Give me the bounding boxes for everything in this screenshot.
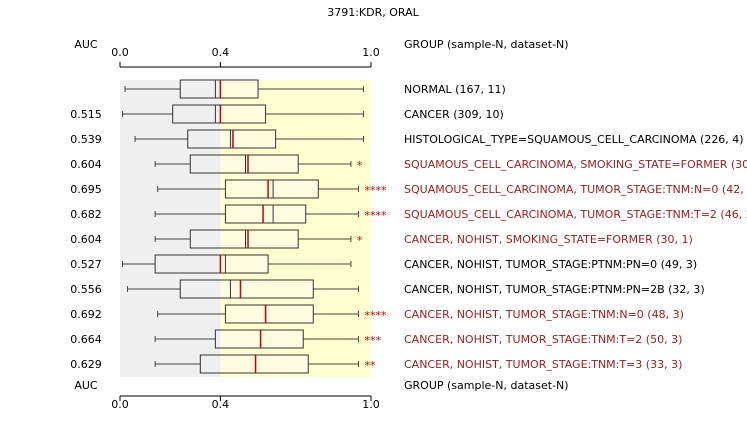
box-fill-low-11 (200, 355, 221, 373)
x-tick-label-bottom-2: 1.0 (362, 398, 380, 411)
group-header-top: GROUP (sample-N, dataset-N) (404, 38, 569, 51)
row-6: * 0.604 CANCER, NOHIST, SMOKING_STATE=FORM… (70, 229, 693, 249)
auc-value-4: 0.695 (70, 183, 102, 196)
auc-value-1: 0.515 (70, 108, 102, 121)
box-fill-low-3 (190, 155, 221, 173)
box-fill-high-4 (225, 180, 319, 198)
box-fill-high-5 (225, 205, 306, 223)
x-tick-label-top-1: 0.4 (212, 46, 230, 59)
row-10: *** 0.664 CANCER, NOHIST, TUMOR_STAGE:TNM:… (70, 329, 682, 349)
row-5: **** 0.682 SQUAMOUS_CELL_CARCINOMA, TUMOR_… (70, 204, 747, 224)
row-11: ** 0.629 CANCER, NOHIST, TUMOR_STAGE:TNM:T… (70, 354, 682, 374)
box-fill-high-0 (220, 80, 259, 98)
chart-title: 3791:KDR, ORAL (327, 6, 419, 19)
row-2: 0.539 HISTOLOGICAL_TYPE=SQUAMOUS_CELL_CAR… (70, 129, 744, 149)
band-low (120, 80, 221, 377)
box-5 (224, 204, 307, 224)
row-1: 0.515 CANCER (309, 10) (70, 104, 504, 124)
box-fill-high-1 (220, 105, 266, 123)
box-fill-high-7 (220, 255, 269, 273)
group-header-bottom: GROUP (sample-N, dataset-N) (404, 379, 569, 392)
group-label-6: CANCER, NOHIST, SMOKING_STATE=FORMER (30… (404, 233, 693, 246)
auc-value-8: 0.556 (70, 283, 102, 296)
group-label-11: CANCER, NOHIST, TUMOR_STAGE:TNM:T=3 (33,… (404, 358, 682, 371)
auc-header-bottom: AUC (74, 379, 98, 392)
auc-value-9: 0.692 (70, 308, 102, 321)
rows: NORMAL (167, 11)0.515 CANCER (309, 10)0.5… (70, 79, 747, 374)
significance-stars-4: **** (364, 184, 387, 197)
auc-value-11: 0.629 (70, 358, 102, 371)
group-label-0: NORMAL (167, 11) (404, 83, 506, 96)
auc-value-10: 0.664 (70, 333, 102, 346)
significance-stars-11: ** (364, 359, 376, 372)
group-label-3: SQUAMOUS_CELL_CARCINOMA, SMOKING_STATE=F… (404, 158, 747, 171)
auc-value-5: 0.682 (70, 208, 102, 221)
group-label-7: CANCER, NOHIST, TUMOR_STAGE:PTNM:PN=0 (4… (404, 258, 697, 271)
group-label-1: CANCER (309, 10) (404, 108, 504, 121)
box-fill-low-0 (180, 80, 221, 98)
box-8 (179, 279, 314, 299)
box-3 (189, 154, 299, 174)
auc-value-3: 0.604 (70, 158, 102, 171)
box-fill-high-9 (225, 305, 314, 323)
x-tick-label-bottom-1: 0.4 (212, 398, 230, 411)
x-tick-label-top-2: 1.0 (362, 46, 380, 59)
box-0 (179, 79, 259, 99)
box-1 (172, 104, 267, 124)
box-9 (224, 304, 314, 324)
significance-stars-3: * (357, 159, 363, 172)
box-11 (199, 354, 309, 374)
box-fill-high-3 (220, 155, 299, 173)
row-9: **** 0.692 CANCER, NOHIST, TUMOR_STAGE:TNM… (70, 304, 684, 324)
box-fill-low-8 (180, 280, 221, 298)
significance-stars-6: * (357, 234, 363, 247)
group-label-5: SQUAMOUS_CELL_CARCINOMA, TUMOR_STAGE:TNM… (404, 208, 747, 221)
significance-stars-5: **** (364, 209, 387, 222)
auc-value-6: 0.604 (70, 233, 102, 246)
significance-stars-9: **** (364, 309, 387, 322)
group-label-4: SQUAMOUS_CELL_CARCINOMA, TUMOR_STAGE:TNM… (404, 183, 747, 196)
row-4: **** 0.695 SQUAMOUS_CELL_CARCINOMA, TUMOR_… (70, 179, 747, 199)
group-label-2: HISTOLOGICAL_TYPE=SQUAMOUS_CELL_CARCINOM… (404, 133, 744, 146)
box-fill-high-10 (220, 330, 304, 348)
box-7 (154, 254, 269, 274)
auc-value-2: 0.539 (70, 133, 102, 146)
box-fill-high-2 (220, 130, 276, 148)
group-label-8: CANCER, NOHIST, TUMOR_STAGE:PTNM:PN=2B (… (404, 283, 705, 296)
box-fill-low-1 (172, 105, 221, 123)
box-4 (224, 179, 319, 199)
row-0: NORMAL (167, 11) (124, 79, 506, 99)
box-10 (214, 329, 304, 349)
group-label-9: CANCER, NOHIST, TUMOR_STAGE:TNM:N=0 (48,… (404, 308, 684, 321)
x-tick-label-top-0: 0.0 (111, 46, 129, 59)
axes: 0.0 0.4 1.0 0.0 0.4 1.0 (111, 46, 380, 411)
row-7: 0.527 CANCER, NOHIST, TUMOR_STAGE:PTNM:PN… (70, 254, 697, 274)
box-fill-high-11 (220, 355, 309, 373)
box-fill-high-6 (220, 230, 299, 248)
group-label-10: CANCER, NOHIST, TUMOR_STAGE:TNM:T=2 (50,… (404, 333, 682, 346)
x-tick-label-bottom-0: 0.0 (111, 398, 129, 411)
significance-stars-10: *** (364, 334, 381, 347)
auc-value-7: 0.527 (70, 258, 102, 271)
box-fill-low-6 (190, 230, 221, 248)
box-2 (187, 129, 277, 149)
box-fill-low-10 (215, 330, 221, 348)
row-8: 0.556 CANCER, NOHIST, TUMOR_STAGE:PTNM:PN… (70, 279, 705, 299)
box-fill-high-8 (220, 280, 314, 298)
auc-header-top: AUC (74, 38, 98, 51)
box-fill-low-2 (187, 130, 221, 148)
row-3: * 0.604 SQUAMOUS_CELL_CARCINOMA, SMOKING_S… (70, 154, 747, 174)
box-fill-low-7 (155, 255, 221, 273)
box-6 (189, 229, 299, 249)
